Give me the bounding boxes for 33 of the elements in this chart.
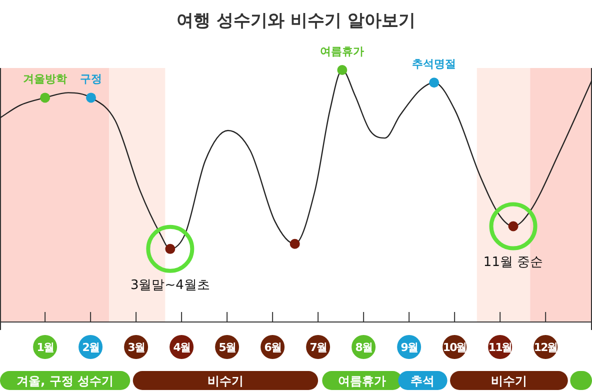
annotation: 여름휴가: [320, 45, 364, 58]
annotation: 구정: [80, 72, 102, 86]
data-label: 추석: [410, 374, 435, 388]
annotation: 겨울방학: [23, 72, 68, 86]
data-label: 겨울, 구정 성수기: [16, 374, 114, 388]
data-label: 비수기: [490, 374, 527, 388]
point: [40, 92, 50, 103]
bar: [450, 371, 568, 390]
bar: [132, 371, 318, 390]
x-tick-label: 5월: [218, 341, 236, 354]
data-label: 비수기: [207, 374, 244, 388]
data-label: 여름휴가: [338, 374, 386, 388]
point: [290, 238, 300, 249]
x-tick-label: 10월: [442, 341, 466, 354]
x-tick-label: 1월: [36, 341, 54, 354]
annotation: 3월말~4월초: [130, 278, 210, 293]
annotation: 추석명절: [412, 58, 456, 71]
x-tick-label: 2월: [82, 341, 99, 354]
x-tick-label: 11월: [488, 341, 512, 354]
x-tick-label: 4월: [173, 341, 190, 354]
x-tick-label: 7월: [310, 341, 326, 354]
point: [337, 65, 348, 75]
annotation: 11월 중순: [483, 255, 544, 270]
x-tick-label: 6월: [264, 341, 281, 354]
x-tick-label: 3월: [128, 341, 144, 354]
point: [86, 92, 96, 103]
x-tick-label: 9월: [400, 341, 418, 354]
chart-title: 여행 성수기와 비수기 알아보기: [176, 11, 416, 31]
x-tick-label: 12월: [534, 341, 558, 354]
x-tick-label: 8월: [355, 341, 372, 354]
point: [429, 78, 440, 88]
point: [508, 221, 518, 232]
point: [165, 244, 176, 254]
